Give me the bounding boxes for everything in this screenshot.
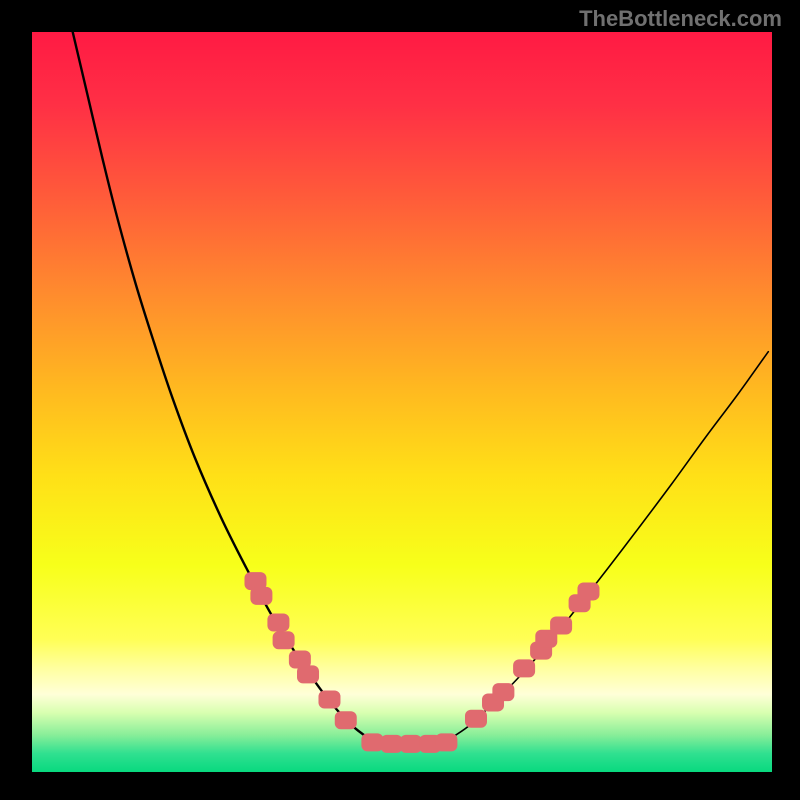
marker	[550, 616, 572, 634]
watermark-text: TheBottleneck.com	[579, 6, 782, 32]
marker	[435, 733, 457, 751]
marker-group	[244, 572, 599, 753]
chart-container: TheBottleneck.com	[0, 0, 800, 800]
marker	[250, 587, 272, 605]
plot-area	[32, 32, 772, 772]
marker	[577, 582, 599, 600]
marker	[297, 665, 319, 683]
marker	[335, 711, 357, 729]
marker	[361, 733, 383, 751]
marker	[381, 735, 403, 753]
curve-right-branch	[446, 352, 768, 741]
marker	[273, 631, 295, 649]
marker	[400, 735, 422, 753]
curve-left-branch	[73, 32, 373, 741]
marker	[465, 710, 487, 728]
marker	[318, 690, 340, 708]
bottleneck-curve	[32, 32, 772, 772]
marker	[513, 659, 535, 677]
marker	[492, 683, 514, 701]
marker	[267, 614, 289, 632]
